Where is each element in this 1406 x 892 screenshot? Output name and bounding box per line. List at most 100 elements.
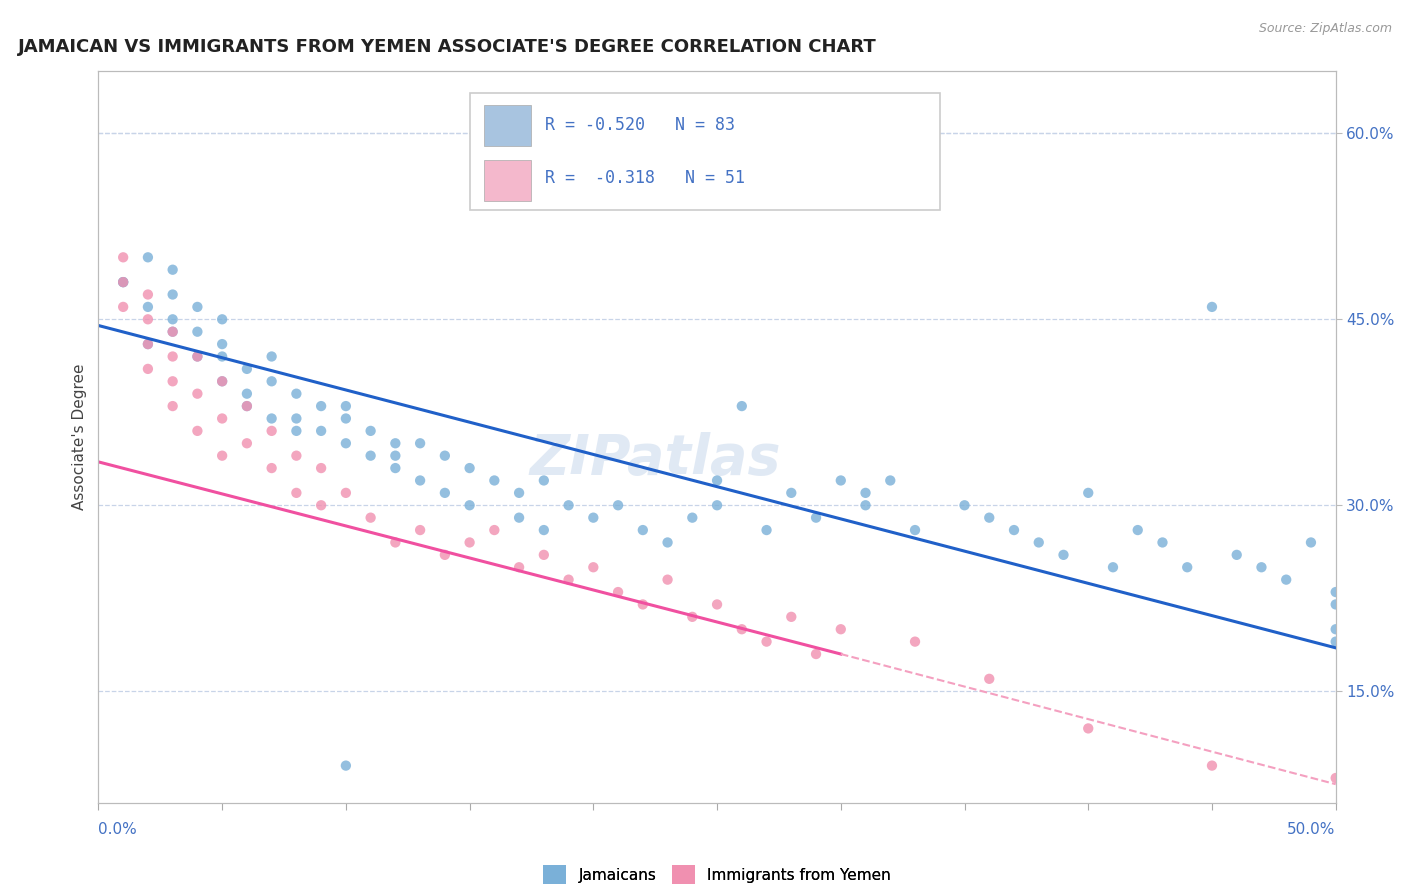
Text: 50.0%: 50.0% [1288, 822, 1336, 837]
Point [211, 374, 233, 388]
Point [1077, 486, 1099, 500]
Point [484, 523, 506, 537]
Point [260, 350, 283, 364]
Point [433, 486, 456, 500]
Point [162, 399, 184, 413]
Text: 0.0%: 0.0% [98, 822, 138, 837]
Point [433, 548, 456, 562]
Point [681, 610, 703, 624]
Point [211, 312, 233, 326]
Point [1028, 535, 1050, 549]
Point [186, 424, 208, 438]
Point [706, 498, 728, 512]
Point [582, 560, 605, 574]
Point [731, 399, 754, 413]
Point [285, 424, 308, 438]
Point [384, 436, 406, 450]
Point [162, 374, 184, 388]
Point [309, 461, 332, 475]
Point [533, 474, 555, 488]
Point [1324, 634, 1347, 648]
Point [681, 510, 703, 524]
Point [112, 275, 135, 289]
Point [136, 300, 159, 314]
Point [260, 411, 283, 425]
Point [335, 758, 357, 772]
Point [162, 350, 184, 364]
Point [1152, 535, 1174, 549]
Point [162, 325, 184, 339]
Point [755, 523, 778, 537]
Point [804, 510, 827, 524]
Point [979, 672, 1001, 686]
Point [409, 436, 432, 450]
Point [309, 399, 332, 413]
Point [112, 275, 135, 289]
Point [631, 598, 654, 612]
Point [211, 411, 233, 425]
Point [285, 386, 308, 401]
Point [458, 498, 481, 512]
Point [236, 399, 259, 413]
Point [557, 498, 579, 512]
Point [1201, 300, 1223, 314]
Point [335, 399, 357, 413]
Point [211, 350, 233, 364]
Point [830, 622, 852, 636]
Point [260, 424, 283, 438]
Point [136, 312, 159, 326]
Point [136, 287, 159, 301]
Point [804, 647, 827, 661]
Point [979, 510, 1001, 524]
Point [112, 250, 135, 264]
Point [879, 474, 901, 488]
Point [136, 362, 159, 376]
Point [211, 337, 233, 351]
Point [186, 325, 208, 339]
Point [360, 449, 382, 463]
Point [631, 523, 654, 537]
Point [458, 461, 481, 475]
Point [186, 386, 208, 401]
Point [1052, 548, 1074, 562]
Point [508, 510, 530, 524]
Point [211, 449, 233, 463]
Point [458, 535, 481, 549]
Text: Source: ZipAtlas.com: Source: ZipAtlas.com [1258, 22, 1392, 36]
Point [186, 350, 208, 364]
Point [1126, 523, 1149, 537]
Point [1226, 548, 1249, 562]
Point [657, 573, 679, 587]
Point [335, 486, 357, 500]
Point [162, 325, 184, 339]
Point [1299, 535, 1322, 549]
Point [335, 411, 357, 425]
Point [582, 510, 605, 524]
Point [1102, 560, 1125, 574]
Point [607, 585, 630, 599]
Point [533, 523, 555, 537]
Legend: Jamaicans, Immigrants from Yemen: Jamaicans, Immigrants from Yemen [537, 859, 897, 890]
Point [557, 573, 579, 587]
Point [1324, 622, 1347, 636]
Point [162, 312, 184, 326]
Point [533, 548, 555, 562]
Point [1201, 758, 1223, 772]
Point [706, 474, 728, 488]
Point [112, 275, 135, 289]
Point [260, 374, 283, 388]
Point [607, 498, 630, 512]
Point [236, 399, 259, 413]
Point [409, 523, 432, 537]
Point [1250, 560, 1272, 574]
Point [1324, 771, 1347, 785]
Point [162, 262, 184, 277]
Point [384, 449, 406, 463]
Point [285, 449, 308, 463]
Point [780, 610, 803, 624]
Point [236, 362, 259, 376]
Text: JAMAICAN VS IMMIGRANTS FROM YEMEN ASSOCIATE'S DEGREE CORRELATION CHART: JAMAICAN VS IMMIGRANTS FROM YEMEN ASSOCI… [18, 38, 877, 56]
Point [731, 622, 754, 636]
Point [384, 461, 406, 475]
Point [186, 350, 208, 364]
